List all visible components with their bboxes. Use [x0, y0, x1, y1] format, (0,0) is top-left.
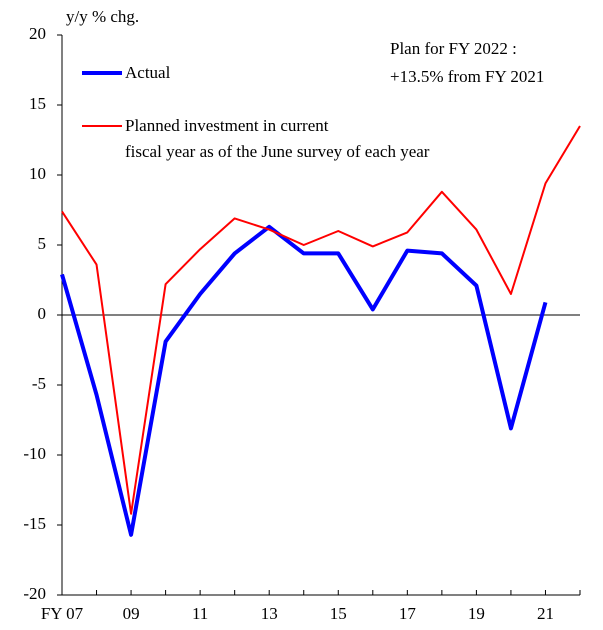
series-line [61, 125, 581, 515]
x-tick-label: 19 [468, 604, 485, 623]
y-tick-label: 0 [38, 304, 47, 323]
y-tick-label: -15 [23, 514, 46, 533]
x-tick-label: 17 [399, 604, 417, 623]
x-tick-label: 15 [330, 604, 347, 623]
y-axis-label: y/y % chg. [66, 7, 139, 26]
legend-label: Planned investment in current fiscal yea… [125, 116, 430, 161]
x-tick-label: 13 [261, 604, 278, 623]
legend-label: Actual [125, 63, 171, 82]
y-tick-label: -10 [23, 444, 46, 463]
x-tick-label: 09 [123, 604, 140, 623]
y-tick-label: -5 [32, 374, 46, 393]
y-tick-label: -20 [23, 584, 46, 603]
x-tick-label: 11 [192, 604, 208, 623]
annotation: Plan for FY 2022 : [390, 39, 517, 58]
y-tick-label: 20 [29, 24, 46, 43]
x-tick-label: 21 [537, 604, 554, 623]
y-tick-label: 10 [29, 164, 46, 183]
y-tick-label: 15 [29, 94, 46, 113]
series-line [60, 224, 548, 537]
annotation: +13.5% from FY 2021 [390, 67, 544, 86]
x-tick-label: FY 07 [41, 604, 84, 623]
y-tick-label: 5 [38, 234, 47, 253]
